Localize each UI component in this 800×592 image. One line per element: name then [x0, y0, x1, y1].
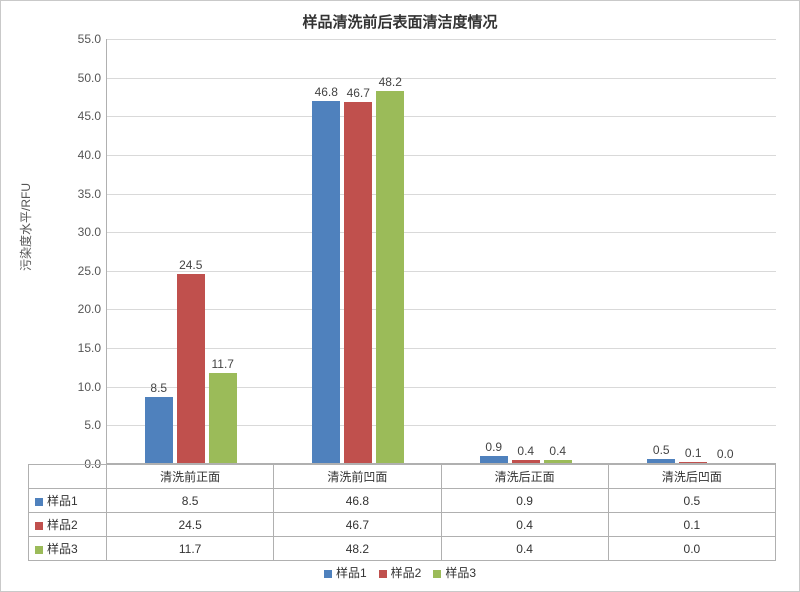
bar-value-label: 0.4	[549, 444, 566, 458]
table-column-header: 清洗后凹面	[608, 465, 775, 489]
bar: 48.2	[376, 91, 404, 463]
legend: 样品1 样品2 样品3	[1, 564, 799, 581]
y-axis-label: 污染度水平/RFU	[17, 183, 34, 271]
bar-value-label: 8.5	[150, 381, 167, 395]
table-cell: 46.7	[274, 513, 441, 537]
bar-value-label: 0.5	[653, 443, 670, 457]
bar-value-label: 11.7	[212, 357, 234, 371]
table-column-header: 清洗前凹面	[274, 465, 441, 489]
y-tick-label: 30.0	[78, 225, 107, 239]
bar-value-label: 46.8	[315, 85, 338, 99]
y-tick-label: 10.0	[78, 380, 107, 394]
table-cell: 0.1	[608, 513, 775, 537]
grid-line	[107, 271, 776, 272]
plot-area: 0.05.010.015.020.025.030.035.040.045.050…	[106, 39, 776, 464]
grid-line	[107, 155, 776, 156]
bar-value-label: 24.5	[179, 258, 202, 272]
legend-label: 样品3	[445, 566, 476, 580]
legend-swatch-icon	[433, 570, 441, 578]
table-row-header: 样品3	[29, 537, 107, 561]
bar: 8.5	[145, 397, 173, 463]
bar: 0.1	[679, 462, 707, 463]
table-cell: 46.8	[274, 489, 441, 513]
y-tick-label: 5.0	[84, 418, 107, 432]
legend-swatch-icon	[324, 570, 332, 578]
table-cell: 8.5	[107, 489, 274, 513]
grid-line	[107, 39, 776, 40]
grid-line	[107, 348, 776, 349]
table-cell: 0.9	[441, 489, 608, 513]
grid-line	[107, 116, 776, 117]
grid-line	[107, 232, 776, 233]
table-cell: 48.2	[274, 537, 441, 561]
table-row: 样品3 11.748.20.40.0	[29, 537, 776, 561]
table-row-header: 样品1	[29, 489, 107, 513]
bar: 0.4	[512, 460, 540, 463]
bar: 24.5	[177, 274, 205, 463]
bar: 46.7	[344, 102, 372, 463]
y-tick-label: 35.0	[78, 187, 107, 201]
legend-item: 样品3	[433, 564, 476, 581]
legend-item: 样品1	[324, 564, 367, 581]
y-tick-label: 20.0	[78, 302, 107, 316]
bar: 0.9	[480, 456, 508, 463]
table-cell: 0.4	[441, 537, 608, 561]
series-name: 样品3	[47, 542, 78, 556]
series-name: 样品1	[47, 494, 78, 508]
data-table: 清洗前正面清洗前凹面清洗后正面清洗后凹面样品1 8.546.80.90.5 样品2 2…	[28, 464, 776, 561]
bar: 46.8	[312, 101, 340, 463]
legend-item: 样品2	[379, 564, 422, 581]
table-row: 样品2 24.546.70.40.1	[29, 513, 776, 537]
grid-line	[107, 194, 776, 195]
grid-line	[107, 425, 776, 426]
legend-swatch-icon	[379, 570, 387, 578]
bar-value-label: 48.2	[379, 75, 402, 89]
bar-value-label: 0.1	[685, 446, 702, 460]
table-cell: 0.0	[608, 537, 775, 561]
chart-title: 样品清洗前后表面清洁度情况	[1, 11, 799, 32]
y-tick-label: 45.0	[78, 109, 107, 123]
y-tick-label: 40.0	[78, 148, 107, 162]
y-tick-label: 50.0	[78, 71, 107, 85]
legend-label: 样品1	[336, 566, 367, 580]
bar-value-label: 0.9	[485, 440, 502, 454]
table-cell: 0.5	[608, 489, 775, 513]
bar: 0.5	[647, 459, 675, 463]
grid-line	[107, 78, 776, 79]
bar-value-label: 46.7	[347, 86, 370, 100]
table-cell: 0.4	[441, 513, 608, 537]
y-tick-label: 25.0	[78, 264, 107, 278]
chart-container: 样品清洗前后表面清洁度情况 污染度水平/RFU 0.05.010.015.020…	[0, 0, 800, 592]
table-cell: 24.5	[107, 513, 274, 537]
bar-value-label: 0.0	[717, 447, 734, 461]
table-row-header: 样品2	[29, 513, 107, 537]
grid-line	[107, 387, 776, 388]
series-name: 样品2	[47, 518, 78, 532]
legend-swatch-icon	[35, 546, 43, 554]
legend-swatch-icon	[35, 522, 43, 530]
legend-label: 样品2	[391, 566, 422, 580]
y-tick-label: 15.0	[78, 341, 107, 355]
table-corner	[29, 465, 107, 489]
table-column-header: 清洗后正面	[441, 465, 608, 489]
bar: 11.7	[209, 373, 237, 463]
y-tick-label: 55.0	[78, 32, 107, 46]
grid-line	[107, 309, 776, 310]
table-cell: 11.7	[107, 537, 274, 561]
table-row: 样品1 8.546.80.90.5	[29, 489, 776, 513]
bar-value-label: 0.4	[517, 444, 534, 458]
legend-swatch-icon	[35, 498, 43, 506]
bar: 0.4	[544, 460, 572, 463]
table-column-header: 清洗前正面	[107, 465, 274, 489]
